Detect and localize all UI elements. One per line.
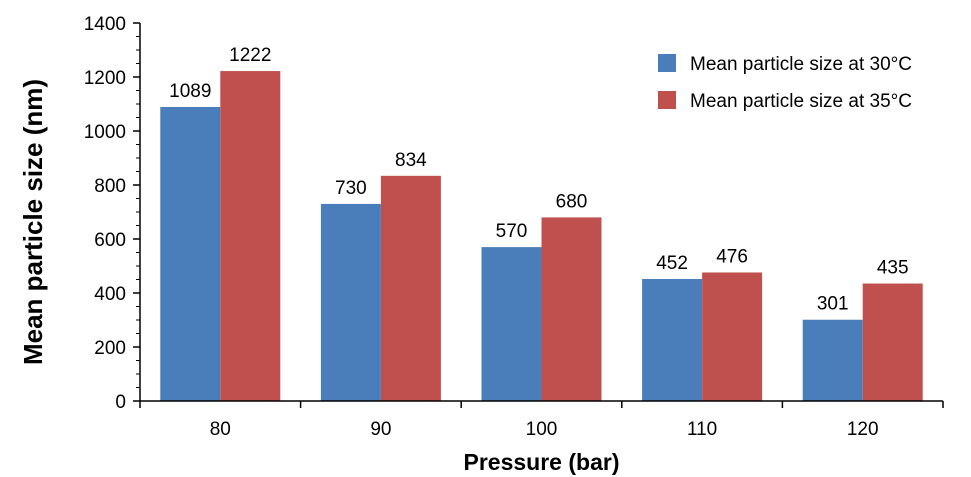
bar-30c-110: [642, 278, 703, 401]
data-label: 834: [395, 150, 427, 171]
y-tick-label: 1000: [84, 122, 126, 143]
data-label: 1222: [229, 45, 271, 66]
bar-30c-120: [802, 319, 863, 401]
bar-35c-90: [380, 175, 441, 401]
x-axis-title: Pressure (bar): [464, 449, 620, 475]
x-tick-label: 90: [370, 419, 391, 440]
data-labels-group: 1089 1222 730 834 570 680 452 476 301 435: [169, 45, 908, 315]
legend-swatch: [658, 54, 676, 72]
x-ticks-group: 80 90 100 110 120: [139, 401, 944, 440]
data-label: 730: [335, 178, 367, 199]
y-tick-label: 200: [94, 338, 126, 359]
bar-30c-80: [160, 106, 221, 401]
y-tick-label: 0: [115, 392, 126, 413]
data-label: 452: [656, 253, 688, 274]
bar-30c-90: [320, 203, 381, 401]
data-label: 1089: [169, 81, 211, 102]
data-label: 570: [496, 221, 528, 242]
y-tick-label: 400: [94, 284, 126, 305]
bar-35c-110: [702, 272, 763, 401]
y-axis-title: Mean particle size (nm): [18, 79, 48, 365]
x-tick-label: 100: [526, 419, 558, 440]
y-ticks-group: 0 200 400 600 800 1000 1200 1400: [84, 14, 140, 413]
data-label: 435: [877, 258, 909, 279]
bars-group: [160, 71, 923, 401]
y-tick-label: 1400: [84, 14, 126, 35]
y-tick-label: 600: [94, 230, 126, 251]
x-tick-label: 80: [210, 419, 231, 440]
x-tick-label: 110: [687, 419, 717, 440]
legend-label: Mean particle size at 35°C: [690, 91, 912, 112]
x-tick-label: 120: [847, 419, 879, 440]
legend-swatch: [658, 91, 676, 109]
legend-label: Mean particle size at 30°C: [690, 54, 912, 75]
data-label: 476: [716, 246, 748, 267]
data-label: 680: [556, 191, 588, 212]
legend: Mean particle size at 30°C Mean particle …: [658, 54, 912, 112]
bar-30c-100: [481, 247, 542, 401]
bar-35c-100: [541, 217, 602, 401]
bar-35c-120: [862, 283, 923, 401]
bar-35c-80: [220, 71, 281, 401]
y-tick-label: 800: [94, 176, 126, 197]
y-tick-label: 1200: [84, 68, 126, 89]
data-label: 301: [817, 294, 849, 315]
